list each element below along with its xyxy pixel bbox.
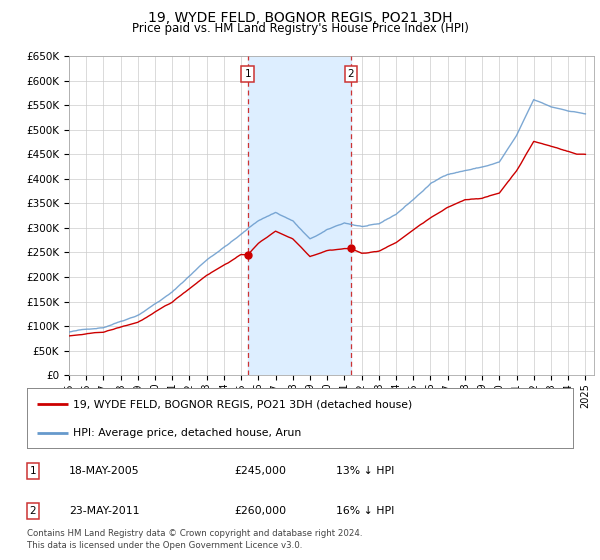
Bar [248, 56, 351, 375]
Text: 19, WYDE FELD, BOGNOR REGIS, PO21 3DH (detached house): 19, WYDE FELD, BOGNOR REGIS, PO21 3DH (d… [73, 399, 413, 409]
Text: 2: 2 [29, 506, 37, 516]
Text: 2: 2 [347, 69, 354, 79]
Text: 16% ↓ HPI: 16% ↓ HPI [336, 506, 394, 516]
Text: 18-MAY-2005: 18-MAY-2005 [69, 466, 140, 476]
Text: Price paid vs. HM Land Registry's House Price Index (HPI): Price paid vs. HM Land Registry's House … [131, 22, 469, 35]
Text: 13% ↓ HPI: 13% ↓ HPI [336, 466, 394, 476]
Text: Contains HM Land Registry data © Crown copyright and database right 2024.
This d: Contains HM Land Registry data © Crown c… [27, 529, 362, 550]
Text: £260,000: £260,000 [234, 506, 286, 516]
Text: 1: 1 [244, 69, 251, 79]
Text: 23-MAY-2011: 23-MAY-2011 [69, 506, 139, 516]
Text: 19, WYDE FELD, BOGNOR REGIS, PO21 3DH: 19, WYDE FELD, BOGNOR REGIS, PO21 3DH [148, 11, 452, 25]
Text: 1: 1 [29, 466, 37, 476]
Text: £245,000: £245,000 [234, 466, 286, 476]
Text: HPI: Average price, detached house, Arun: HPI: Average price, detached house, Arun [73, 428, 302, 438]
